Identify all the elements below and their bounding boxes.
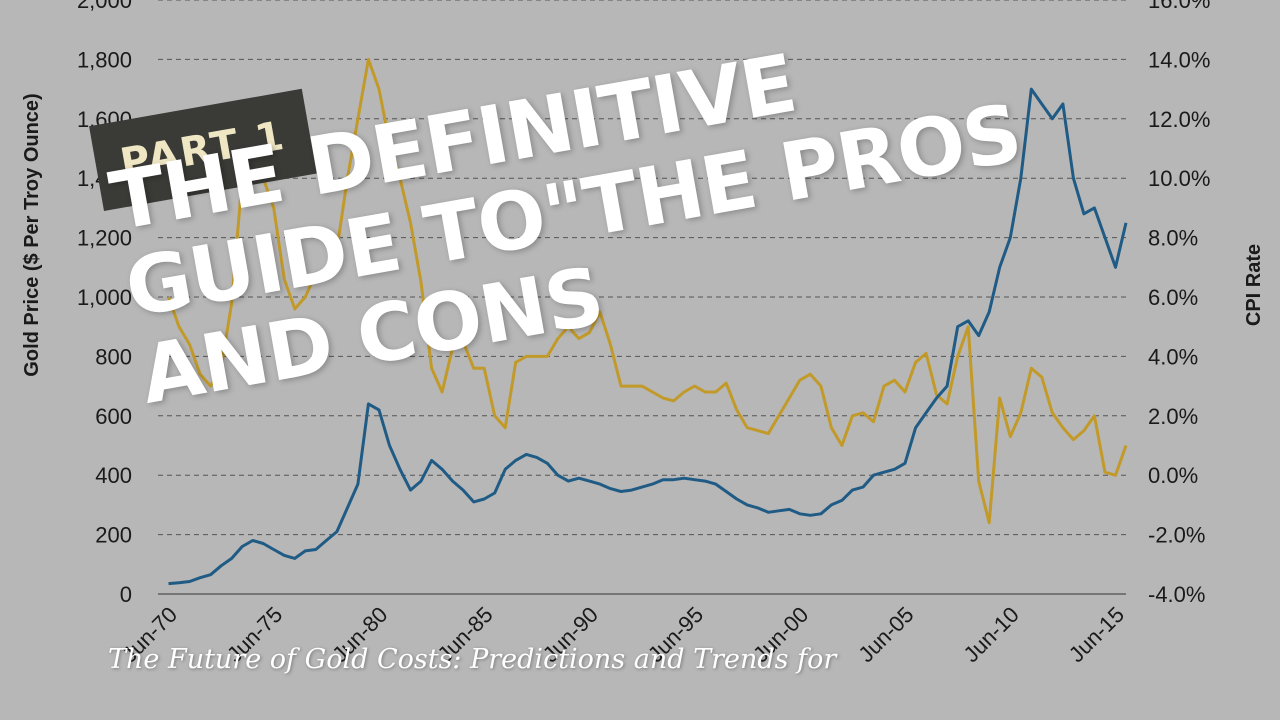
x-tick-label: Jun-10 <box>959 602 1024 667</box>
left-tick-label: 800 <box>95 344 132 369</box>
right-tick-label: 0.0% <box>1148 463 1198 488</box>
left-tick-label: 200 <box>95 523 132 548</box>
left-axis-ticks: 02004006008001,0001,2001,4001,6001,8002,… <box>77 0 132 607</box>
chart-series <box>167 57 1128 586</box>
right-axis-title: CPI Rate <box>1243 244 1265 326</box>
left-tick-label: 0 <box>120 582 132 607</box>
left-axis-title: Gold Price ($ Per Troy Ounce) <box>21 93 43 376</box>
left-tick-label: 400 <box>95 463 132 488</box>
x-tick-label: Jun-15 <box>1064 602 1129 667</box>
right-tick-label: 16.0% <box>1148 0 1210 13</box>
cpi-rate-line <box>167 57 1128 525</box>
right-tick-label: 10.0% <box>1148 166 1210 191</box>
chart-gridlines <box>158 0 1126 595</box>
right-tick-label: -4.0% <box>1148 582 1205 607</box>
right-tick-label: 8.0% <box>1148 226 1198 251</box>
right-tick-label: 14.0% <box>1148 47 1210 72</box>
left-tick-label: 600 <box>95 404 132 429</box>
right-tick-label: 2.0% <box>1148 404 1198 429</box>
gold-price-line <box>168 87 1128 586</box>
right-tick-label: 12.0% <box>1148 107 1210 132</box>
x-tick-label: Jun-05 <box>853 602 918 667</box>
right-tick-label: 6.0% <box>1148 285 1198 310</box>
right-tick-label: -2.0% <box>1148 523 1205 548</box>
left-tick-label: 2,000 <box>77 0 132 13</box>
right-tick-label: 4.0% <box>1148 344 1198 369</box>
left-tick-label: 1,000 <box>77 285 132 310</box>
left-tick-label: 1,800 <box>77 47 132 72</box>
right-axis-ticks: -4.0% -2.0% 0.0% 2.0% 4.0% 6.0% 8.0% 10.0% 12.0%… <box>1148 0 1210 607</box>
caption: The Future of Gold Costs: Predictions an… <box>108 644 837 675</box>
left-tick-label: 1,200 <box>77 226 132 251</box>
